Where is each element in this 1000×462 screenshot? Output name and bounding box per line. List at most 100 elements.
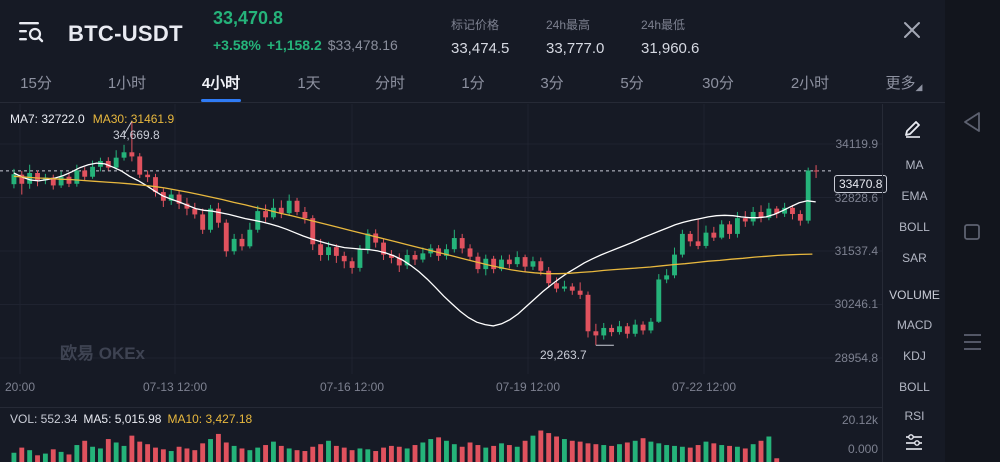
candle-body (58, 176, 64, 186)
volume-bar (483, 447, 489, 462)
volume-bar (585, 443, 591, 462)
volume-bar (278, 445, 284, 462)
volume-bar (491, 445, 497, 462)
time-tick: 07-22 12:00 (671, 380, 737, 394)
candle-body (656, 279, 662, 322)
recents-icon[interactable] (945, 332, 1000, 352)
volume-bar (381, 447, 386, 462)
volume-bar (672, 445, 677, 462)
candle-body (200, 214, 206, 230)
candle-body (357, 249, 363, 268)
stat-mark-price: 标记价格 33,474.5 (451, 16, 509, 57)
volume-bar (341, 447, 347, 462)
tab-4h[interactable]: 4小时 (201, 75, 241, 92)
ma30-line (13, 175, 813, 275)
settings-sliders-icon[interactable] (905, 434, 923, 450)
tab-timeshare[interactable]: 分时 (374, 75, 406, 92)
candle-body (467, 248, 473, 257)
candle-body (349, 261, 355, 268)
pencil-icon[interactable] (903, 118, 923, 138)
candle-body (750, 211, 756, 222)
volume-bar (42, 453, 48, 462)
candle-body (286, 200, 292, 214)
volume-bar (758, 440, 764, 462)
volume-bar (153, 447, 158, 462)
indicator-sar[interactable]: SAR (902, 251, 927, 265)
volume-bar (318, 444, 324, 462)
volume-bar (286, 448, 292, 462)
candle-body (601, 327, 607, 336)
volume-tick: 0.000 (847, 442, 878, 456)
candle-body (129, 152, 135, 157)
volume-bar (27, 450, 33, 462)
volume-bar (302, 451, 308, 462)
tab-1m[interactable]: 1分 (461, 75, 485, 92)
candle-body (365, 233, 371, 250)
volume-bar (444, 440, 449, 462)
candle-body (412, 255, 418, 260)
kline-chart[interactable]: MA7: 32722.0 MA30: 31461.9 欧易 OKEx 34119.… (0, 104, 888, 407)
candle-body (74, 170, 80, 184)
candle-body (271, 207, 276, 218)
current-price-tag: 33470.8 (834, 175, 888, 193)
ma30-value: MA30: 31461.9 (92, 112, 175, 126)
candle-body (192, 208, 198, 215)
candle-body (585, 294, 591, 332)
volume-bar (656, 443, 662, 462)
candle-body (766, 208, 772, 218)
candle-body (19, 174, 25, 184)
indicator-boll-sub[interactable]: BOLL (899, 380, 930, 394)
indicator-ma[interactable]: MA (905, 158, 924, 172)
tab-more[interactable]: 更多◢ (886, 72, 923, 93)
indicator-kdj[interactable]: KDJ (903, 349, 926, 363)
menu-search-icon[interactable] (18, 20, 44, 44)
tab-30m[interactable]: 30分 (702, 75, 734, 92)
stat-value: 33,474.5 (451, 40, 510, 57)
volume-bar (601, 445, 607, 462)
volume-bar (82, 440, 88, 462)
volume-bar (58, 451, 64, 462)
tab-2h[interactable]: 2小时 (790, 75, 830, 92)
candle-body (499, 259, 504, 270)
volume-bar (333, 445, 339, 462)
back-icon[interactable] (945, 110, 1000, 134)
volume-bar (703, 441, 709, 462)
volume-tick: 20.12k (841, 413, 878, 427)
close-icon[interactable] (902, 20, 922, 40)
volume-ma5: MA5: 5,015.98 (83, 412, 162, 426)
indicator-ema[interactable]: EMA (901, 189, 928, 203)
candle-body (687, 233, 693, 242)
indicator-rsi[interactable]: RSI (904, 409, 925, 421)
candle-body (514, 257, 520, 265)
volume-bar (208, 439, 213, 462)
candle-body (577, 290, 583, 295)
candle-body (27, 172, 33, 184)
time-tick: 20:00 (4, 380, 36, 394)
trading-pair[interactable]: BTC-USDT (68, 21, 183, 46)
indicator-macd[interactable]: MACD (896, 318, 933, 332)
volume-bar (734, 446, 740, 462)
change-amount: +1,158.2 (266, 37, 322, 53)
volume-bar (160, 449, 166, 462)
candle-body (719, 224, 725, 238)
home-icon[interactable] (945, 222, 1000, 242)
tab-1h[interactable]: 1小时 (107, 75, 147, 92)
candle-body (90, 166, 96, 177)
tab-1d[interactable]: 1天 (297, 75, 321, 92)
volume-bar (664, 445, 670, 462)
indicator-volume[interactable]: VOLUME (889, 288, 940, 302)
volume-bar (200, 443, 206, 462)
volume-bar (554, 436, 559, 462)
high-leader-line (123, 120, 133, 136)
volume-bar (365, 449, 371, 462)
tab-5m[interactable]: 5分 (620, 75, 644, 92)
volume-chart[interactable]: VOL: 552.34 MA5: 5,015.98 MA10: 3,427.18 2… (0, 407, 882, 462)
tab-3m[interactable]: 3分 (540, 75, 564, 92)
candle-body (624, 326, 630, 334)
time-tick: 07-16 12:00 (319, 380, 385, 394)
volume-bar (168, 451, 174, 462)
volume-bar (569, 440, 575, 462)
volume-bar (412, 445, 418, 462)
tab-15m[interactable]: 15分 (20, 75, 52, 92)
indicator-boll[interactable]: BOLL (899, 220, 930, 234)
